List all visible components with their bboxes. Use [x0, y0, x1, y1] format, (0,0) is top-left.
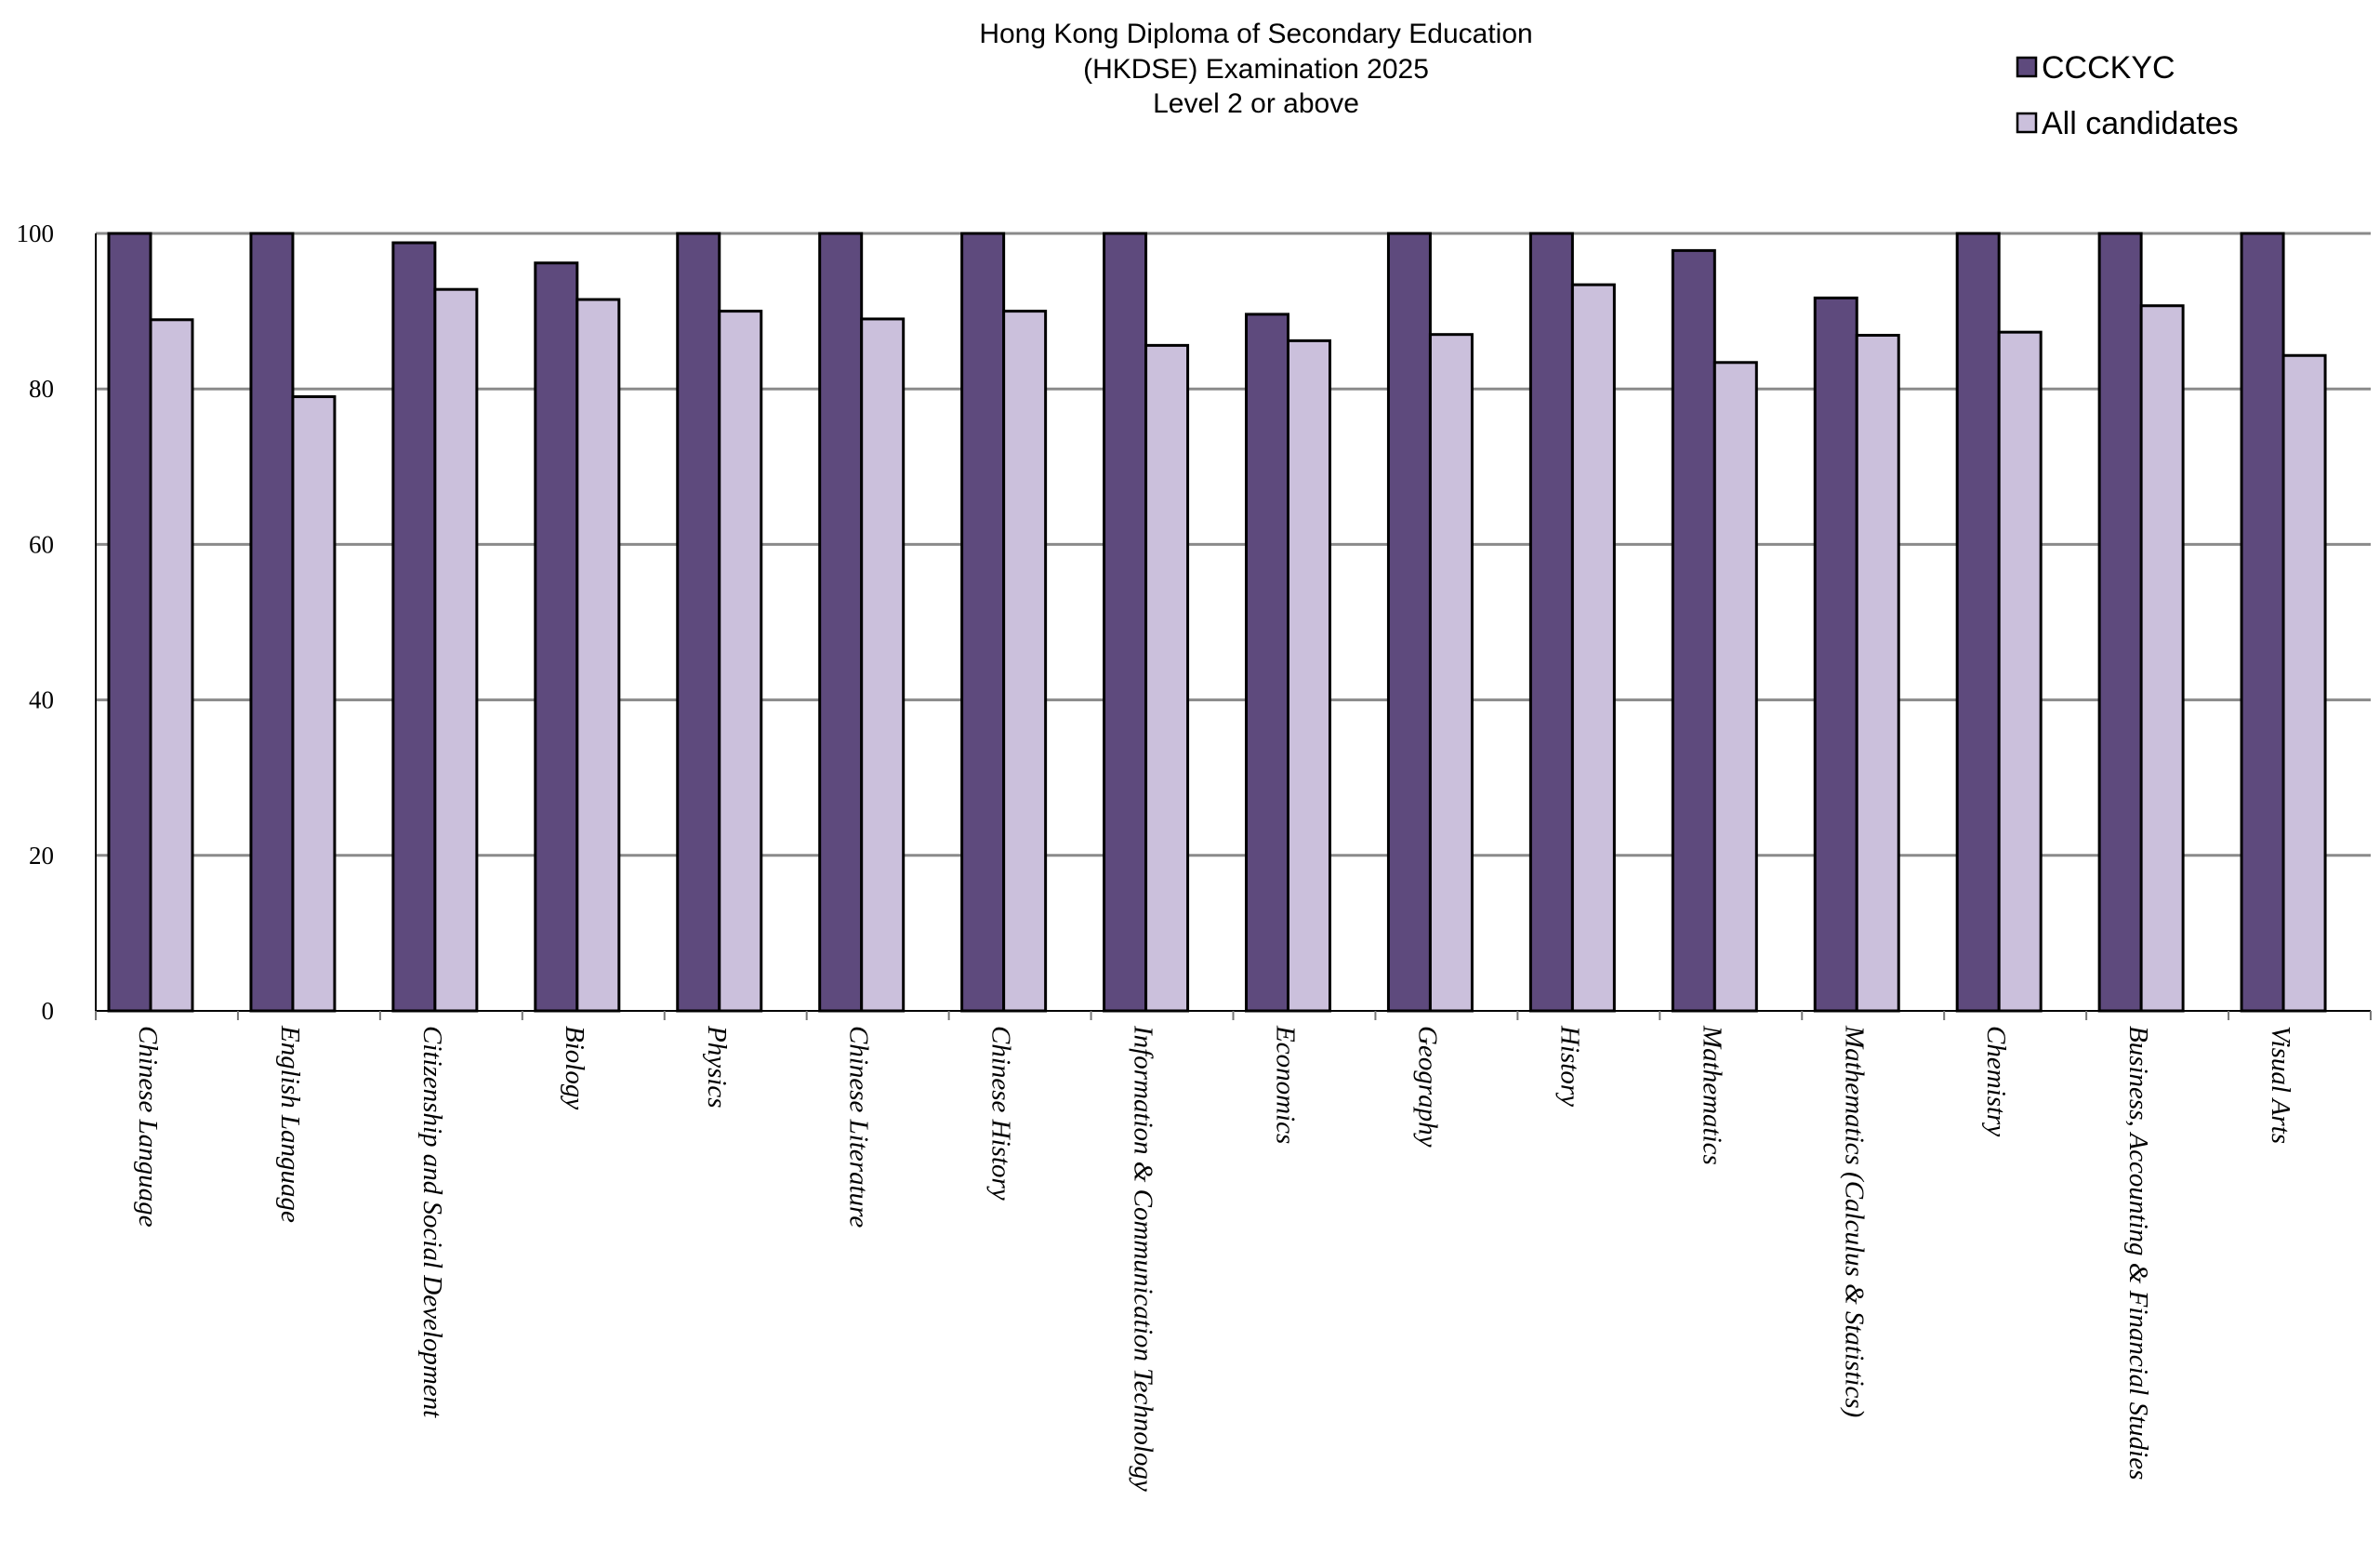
bar-ccckyc: [676, 232, 721, 1013]
bar-ccckyc: [107, 232, 152, 1013]
bar-ccckyc: [249, 232, 295, 1013]
bar-all-candidates: [291, 395, 337, 1013]
bar-ccckyc: [818, 232, 864, 1013]
x-tick-label: Chemistry: [1981, 1026, 2011, 1136]
bar-all-candidates: [1428, 333, 1474, 1013]
bar-ccckyc: [1671, 248, 1716, 1013]
x-tick-label: History: [1554, 1025, 1584, 1107]
x-tick-label: Citizenship and Social Development: [417, 1026, 447, 1418]
x-tick-label: English Language: [275, 1025, 305, 1223]
bar-all-candidates: [1144, 343, 1190, 1013]
x-tick-label: Information & Communication Technology: [1129, 1025, 1158, 1492]
bar-all-candidates: [860, 317, 906, 1013]
chart-title: Hong Kong Diploma of Secondary Education…: [979, 19, 1532, 119]
bar-all-candidates: [1287, 339, 1331, 1013]
y-tick-label: 80: [29, 375, 54, 403]
legend-label: CCCKYC: [2042, 50, 2175, 86]
bar-all-candidates: [1712, 361, 1758, 1013]
legend: CCCKYC All candidates: [2016, 50, 2239, 141]
bar-all-candidates: [149, 318, 194, 1013]
y-tick-label: 100: [17, 219, 55, 247]
x-tick-label: Geography: [1412, 1026, 1442, 1148]
x-tick-label: Mathematics (Calculus & Statistics): [1839, 1025, 1869, 1417]
bar-all-candidates: [1997, 330, 2043, 1013]
bar-ccckyc: [960, 232, 1006, 1013]
bar-ccckyc: [2097, 232, 2143, 1013]
y-tick-label: 0: [42, 997, 55, 1025]
x-tick-label: Chinese Language: [133, 1026, 163, 1228]
legend-swatch: [2016, 56, 2038, 78]
bar-all-candidates: [718, 310, 763, 1013]
bar-ccckyc: [1813, 296, 1858, 1013]
bar-ccckyc: [2240, 232, 2285, 1013]
bar-all-candidates: [1570, 283, 1616, 1013]
x-tick-label: Business, Accounting & Financial Studies: [2123, 1026, 2153, 1480]
legend-swatch: [2016, 112, 2038, 134]
y-tick-label: 20: [29, 842, 54, 870]
chart-title-line: Level 2 or above: [1153, 88, 1359, 119]
bar-all-candidates: [1855, 334, 1900, 1013]
chart-title-line: Hong Kong Diploma of Secondary Education: [979, 19, 1532, 49]
bar-ccckyc: [391, 241, 437, 1013]
bar-ccckyc: [1955, 232, 2001, 1013]
x-tick-label: Visual Arts: [2266, 1026, 2295, 1144]
x-tick-label: Chinese History: [986, 1026, 1016, 1201]
bar-ccckyc: [1245, 312, 1289, 1013]
y-tick-label: 60: [29, 530, 54, 558]
bar-ccckyc: [534, 261, 579, 1013]
bar-all-candidates: [2139, 304, 2185, 1013]
bar-all-candidates: [575, 298, 621, 1013]
bar-all-candidates: [2281, 353, 2327, 1013]
y-axis-ticks: 0 20 40 60 80 100: [17, 219, 55, 1025]
x-tick-label: Physics: [702, 1025, 732, 1109]
x-tick-label: Mathematics: [1697, 1025, 1726, 1165]
bar-all-candidates: [433, 287, 479, 1013]
x-axis-ticks: Chinese Language English Language Citizens…: [133, 1025, 2295, 1492]
bar-ccckyc: [1386, 232, 1432, 1013]
x-tick-label: Chinese Literature: [844, 1026, 874, 1228]
bar-ccckyc: [1103, 232, 1148, 1013]
legend-label: All candidates: [2042, 106, 2239, 141]
bar-ccckyc: [1528, 232, 1574, 1013]
x-tick-label: Economics: [1271, 1025, 1301, 1144]
y-tick-label: 40: [29, 686, 54, 714]
axes: [95, 233, 2372, 1020]
chart-title-line: (HKDSE) Examination 2025: [1083, 54, 1429, 85]
x-tick-label: Biology: [560, 1026, 589, 1109]
bar-all-candidates: [1002, 310, 1048, 1013]
bars: [107, 232, 2327, 1013]
